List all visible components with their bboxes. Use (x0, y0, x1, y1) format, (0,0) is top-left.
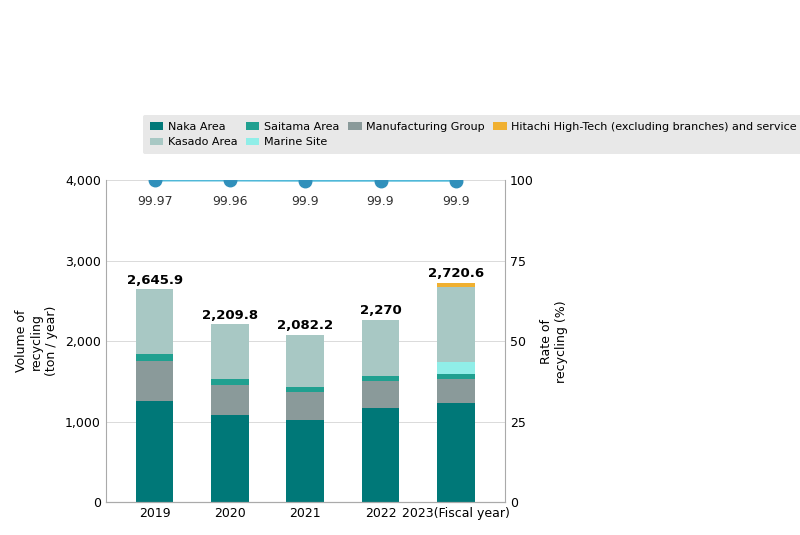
Bar (362, 320, 399, 376)
Text: 2,720.6: 2,720.6 (428, 268, 484, 280)
Text: 99.9: 99.9 (442, 195, 470, 208)
Y-axis label: Rate of
recycling (%): Rate of recycling (%) (541, 300, 569, 383)
Bar (286, 334, 324, 387)
Bar (437, 379, 474, 403)
Text: 99.9: 99.9 (291, 195, 319, 208)
Bar (437, 287, 474, 362)
Text: 99.96: 99.96 (212, 195, 248, 208)
Bar (211, 324, 249, 379)
Bar (211, 385, 249, 415)
Bar (362, 408, 399, 502)
Bar (362, 381, 399, 408)
Bar (286, 392, 324, 419)
Text: 2,645.9: 2,645.9 (126, 273, 182, 287)
Y-axis label: Volume of
recycling
(ton / year): Volume of recycling (ton / year) (15, 306, 58, 377)
Bar (437, 374, 474, 379)
Bar (136, 401, 174, 502)
Text: 99.9: 99.9 (366, 195, 394, 208)
Bar (286, 387, 324, 392)
Bar (437, 283, 474, 287)
Text: 2,082.2: 2,082.2 (277, 319, 334, 332)
Bar (437, 403, 474, 502)
Text: 2,270: 2,270 (360, 304, 402, 317)
Text: 99.97: 99.97 (137, 195, 173, 208)
Bar (136, 354, 174, 361)
Legend: Naka Area, Kasado Area, Saitama Area, Marine Site, Manufacturing Group, Hitachi : Naka Area, Kasado Area, Saitama Area, Ma… (143, 115, 800, 154)
Bar (437, 362, 474, 374)
Bar (362, 376, 399, 381)
Bar (136, 289, 174, 354)
Bar (286, 419, 324, 502)
Bar (362, 319, 399, 320)
Bar (136, 361, 174, 401)
Bar (211, 379, 249, 385)
Text: 2,209.8: 2,209.8 (202, 309, 258, 322)
Bar (211, 415, 249, 502)
